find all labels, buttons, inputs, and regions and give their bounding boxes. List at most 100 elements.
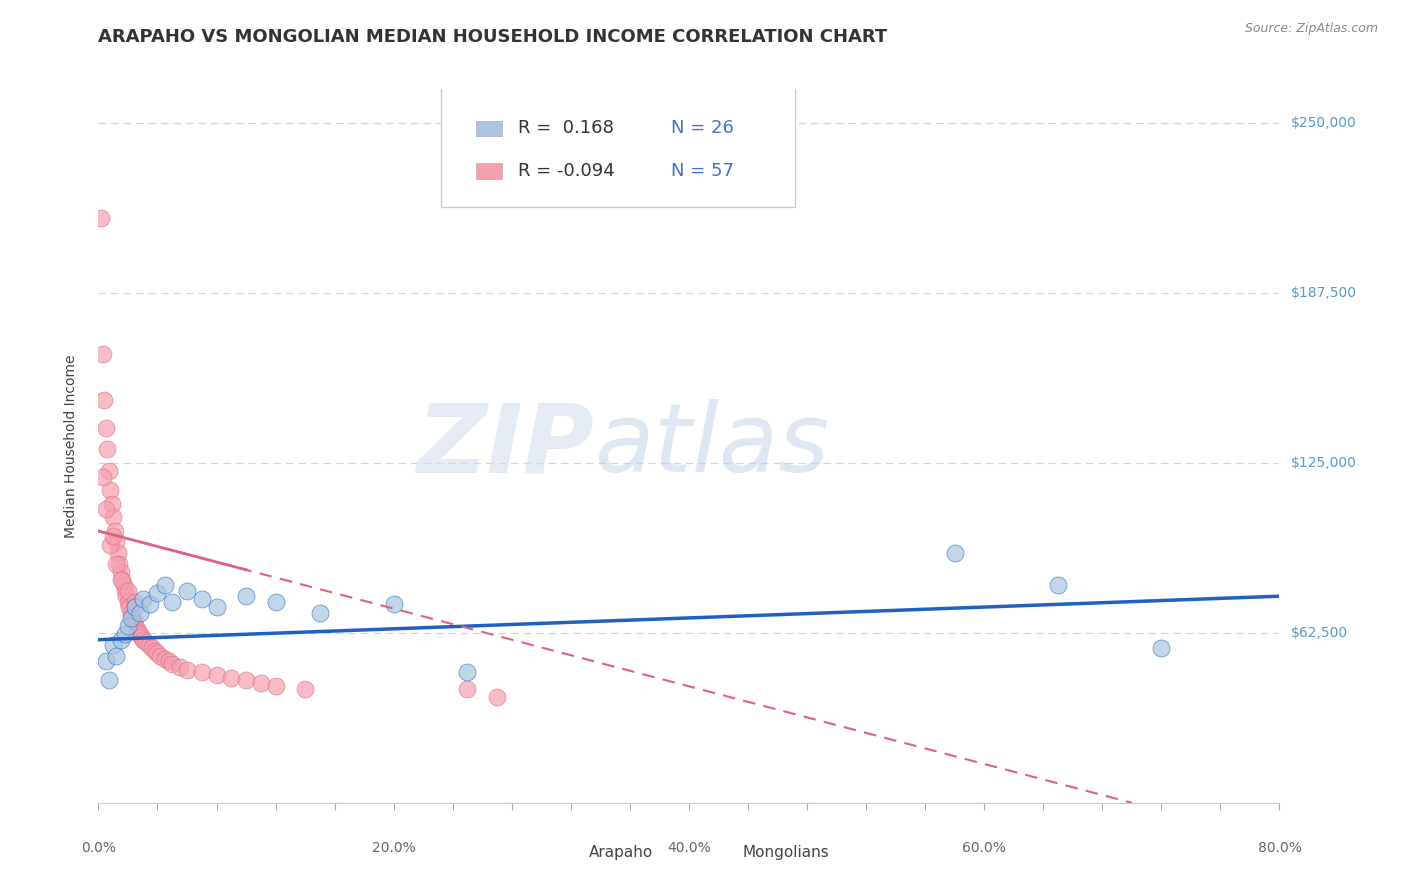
Text: R = -0.094: R = -0.094 <box>517 162 614 180</box>
Point <box>105 534 128 549</box>
Point <box>122 614 145 628</box>
Y-axis label: Median Household Income: Median Household Income <box>65 354 79 538</box>
Point <box>149 648 172 663</box>
Point <box>127 624 149 639</box>
Point <box>105 557 128 571</box>
Point <box>176 663 198 677</box>
Point <box>457 681 479 696</box>
Text: R =  0.168: R = 0.168 <box>517 120 613 137</box>
Point <box>135 635 157 649</box>
Point <box>121 611 143 625</box>
Text: $62,500: $62,500 <box>1291 626 1348 640</box>
Point <box>176 583 198 598</box>
FancyBboxPatch shape <box>477 163 502 179</box>
Point <box>264 679 287 693</box>
Point <box>146 646 169 660</box>
Point <box>117 619 139 633</box>
Point <box>162 594 183 608</box>
Point <box>108 557 131 571</box>
Point <box>103 529 125 543</box>
Point <box>103 638 125 652</box>
Point <box>139 598 162 612</box>
Point <box>169 660 191 674</box>
Point <box>110 573 132 587</box>
Point <box>143 643 166 657</box>
Point <box>110 565 132 579</box>
Point <box>124 594 146 608</box>
Point <box>250 676 273 690</box>
Point <box>191 665 214 680</box>
Text: Arapaho: Arapaho <box>589 846 652 860</box>
Point <box>100 497 122 511</box>
Point <box>98 483 121 498</box>
FancyBboxPatch shape <box>700 846 737 863</box>
Text: $187,500: $187,500 <box>1291 286 1357 300</box>
Point <box>128 627 150 641</box>
Point <box>132 591 155 606</box>
Text: 60.0%: 60.0% <box>962 841 1007 855</box>
Text: atlas: atlas <box>595 400 830 492</box>
FancyBboxPatch shape <box>547 846 582 863</box>
Text: 20.0%: 20.0% <box>371 841 416 855</box>
Text: N = 57: N = 57 <box>671 162 734 180</box>
Text: $125,000: $125,000 <box>1291 456 1357 470</box>
Point <box>235 673 257 688</box>
Point <box>91 469 114 483</box>
Point <box>114 583 136 598</box>
Point <box>115 589 138 603</box>
Point <box>96 442 118 457</box>
Point <box>264 594 287 608</box>
Text: ZIP: ZIP <box>416 400 595 492</box>
Point <box>1150 640 1173 655</box>
Point <box>457 665 479 680</box>
Text: N = 26: N = 26 <box>671 120 734 137</box>
Point <box>153 651 176 665</box>
Point <box>153 578 176 592</box>
Point <box>110 632 132 647</box>
Text: 40.0%: 40.0% <box>666 841 711 855</box>
Point <box>132 632 155 647</box>
Point <box>94 420 117 434</box>
Point <box>98 537 121 551</box>
Point <box>486 690 509 704</box>
Point <box>117 594 139 608</box>
Text: ARAPAHO VS MONGOLIAN MEDIAN HOUSEHOLD INCOME CORRELATION CHART: ARAPAHO VS MONGOLIAN MEDIAN HOUSEHOLD IN… <box>98 29 887 46</box>
Point <box>221 671 243 685</box>
Point <box>943 546 966 560</box>
Text: Source: ZipAtlas.com: Source: ZipAtlas.com <box>1244 22 1378 36</box>
Point <box>117 583 139 598</box>
Point <box>94 655 117 669</box>
Point <box>157 655 180 669</box>
Point <box>128 606 150 620</box>
Point <box>235 589 257 603</box>
Point <box>107 546 129 560</box>
Point <box>125 622 148 636</box>
Point <box>90 211 112 226</box>
Point <box>124 600 146 615</box>
Point <box>120 606 142 620</box>
Point <box>1046 578 1070 592</box>
Point <box>97 464 120 478</box>
Point <box>162 657 183 672</box>
Point <box>118 600 141 615</box>
Point <box>382 598 405 612</box>
Point <box>294 681 316 696</box>
Point <box>120 611 142 625</box>
Point <box>309 606 332 620</box>
Point <box>205 600 228 615</box>
Point <box>114 627 136 641</box>
Text: 0.0%: 0.0% <box>82 841 115 855</box>
Point <box>112 578 135 592</box>
Point <box>141 640 163 655</box>
Point <box>138 638 160 652</box>
FancyBboxPatch shape <box>441 86 796 207</box>
Point <box>129 630 152 644</box>
Text: Mongolians: Mongolians <box>742 846 828 860</box>
Point <box>205 668 228 682</box>
Point <box>93 393 115 408</box>
Point <box>91 347 114 361</box>
Point <box>103 510 125 524</box>
Point <box>146 586 169 600</box>
Point <box>124 619 146 633</box>
Point <box>97 673 120 688</box>
